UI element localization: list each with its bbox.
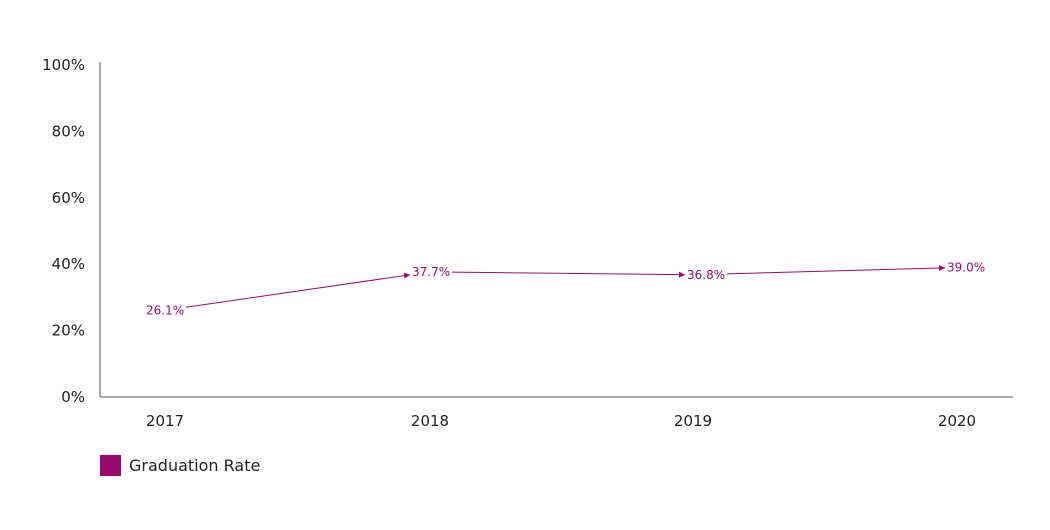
data-label: 26.1% [146,303,184,317]
y-tick-label: 60% [52,189,85,207]
legend-label-graduation-rate: Graduation Rate [129,456,261,475]
y-tick-label: 0% [61,388,85,406]
y-tick-label: 20% [52,322,85,340]
series-segment [726,265,946,275]
x-tick-label: 2018 [411,412,449,430]
y-tick-label: 100% [42,56,85,74]
x-tick-label: 2020 [938,412,976,430]
series-segment [451,271,686,278]
y-tick-label: 40% [52,255,85,273]
legend-swatch [100,455,121,476]
series-segment [185,272,411,308]
data-label: 36.8% [687,268,725,282]
legend: Graduation Rate [100,455,260,476]
y-tick-label: 80% [52,122,85,140]
x-tick-label: 2019 [674,412,712,430]
data-label: 39.0% [947,261,985,275]
data-label: 37.7% [412,265,450,279]
x-tick-label: 2017 [146,412,184,430]
